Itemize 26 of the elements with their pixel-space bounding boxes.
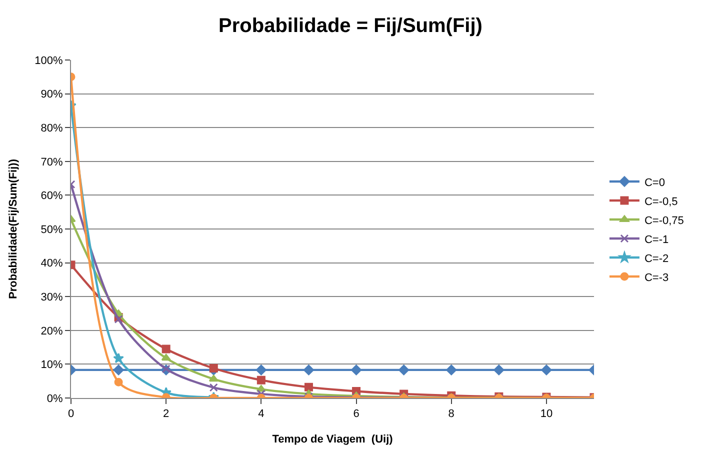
legend-label: C=-3 [644, 272, 669, 284]
x-tick-label: 6 [353, 408, 360, 420]
y-tick-label: 0% [46, 392, 64, 405]
y-tick-label: 100% [34, 54, 64, 67]
legend-label: C=-1 [644, 234, 669, 246]
y-tick-label: 10% [40, 359, 64, 372]
legend-label: C=0 [644, 176, 665, 189]
y-tick-label: 60% [40, 190, 64, 202]
x-tick-label: 10 [540, 408, 553, 420]
x-tick-label: 8 [448, 408, 454, 420]
x-axis-title: Tempo de Viagem (Uij) [272, 433, 394, 446]
y-tick-label: 80% [40, 122, 64, 134]
y-tick-label: 90% [40, 88, 64, 101]
y-tick-label: 20% [40, 325, 64, 338]
legend-label: C=-0,5 [644, 196, 678, 208]
legend-label: C=-2 [644, 252, 669, 265]
y-tick-label: 30% [40, 291, 64, 304]
chart-title: Probabilidade = Fij/Sum(Fij) [218, 15, 482, 38]
y-axis-title: Probabilidade(Fij/Sum(Fij)) [7, 158, 20, 299]
x-tick-label: 4 [258, 408, 264, 420]
y-tick-label: 50% [40, 224, 64, 236]
x-tick-label: 2 [163, 408, 170, 420]
x-tick-label: 0 [68, 408, 74, 420]
y-tick-label: 40% [40, 258, 64, 270]
y-tick-label: 70% [40, 156, 64, 168]
legend-label: C=-0,75 [644, 214, 684, 227]
